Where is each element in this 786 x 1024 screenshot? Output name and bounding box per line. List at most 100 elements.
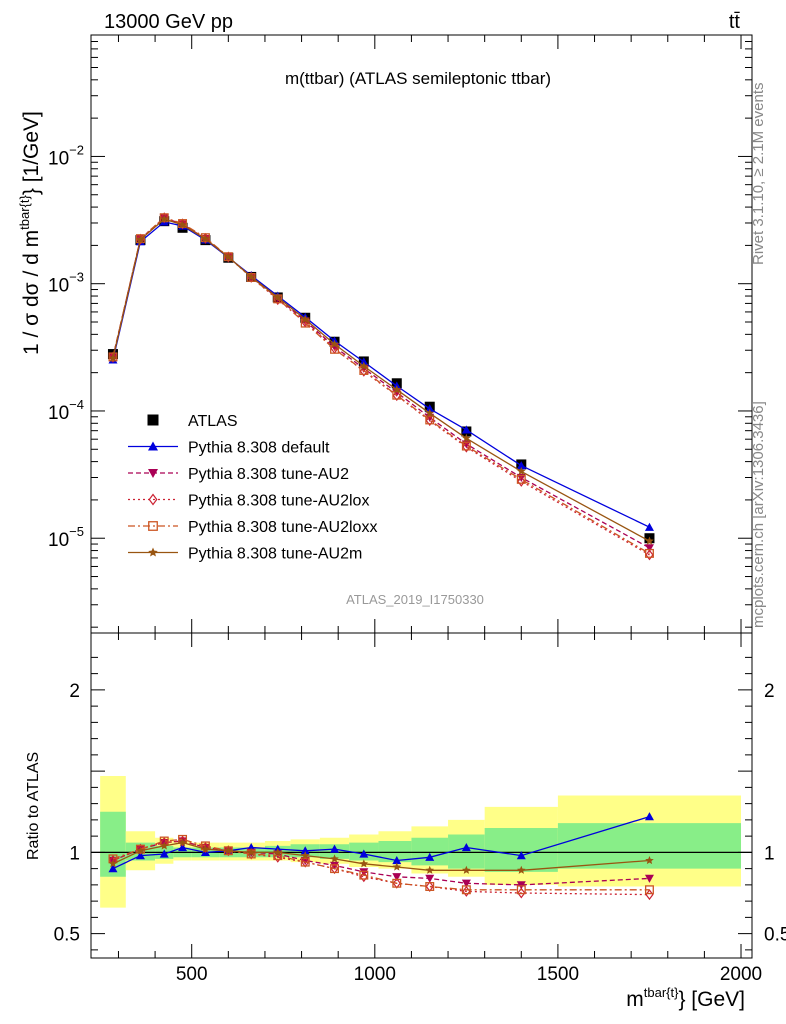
series-point: [644, 548, 654, 558]
series-point: [136, 235, 145, 244]
ratio-band-inner: [378, 841, 412, 863]
main-ylabel-main: 1 / σ dσ / d m: [20, 230, 43, 355]
y-tick-label: 10−5: [48, 524, 84, 551]
series-point: [359, 365, 368, 377]
series-point: [425, 415, 435, 425]
series-line: [112, 216, 650, 556]
series-point: [392, 385, 402, 394]
y-tick-label: 10−4: [48, 397, 84, 424]
series-point: [135, 234, 145, 244]
ratio-point: [392, 873, 402, 882]
ratio-series-4: [108, 838, 654, 874]
ratio-point: [301, 856, 310, 868]
series-point: [359, 361, 369, 370]
series-point: [300, 314, 310, 323]
ratio-point: [108, 859, 118, 868]
y-tick-exp: −3: [69, 270, 84, 285]
ratio-point: [246, 847, 256, 857]
series-point: [645, 549, 654, 561]
ratio-point: [644, 812, 654, 821]
ratio-point: [330, 854, 339, 863]
ratio-point: [273, 847, 283, 857]
ratio-point: [159, 849, 169, 858]
ratio-point: [201, 842, 210, 853]
series-point: [516, 461, 526, 470]
series-line: [112, 217, 650, 549]
ratio-point: [108, 864, 118, 873]
series-point: [644, 544, 654, 553]
series-point: [644, 522, 654, 531]
ratio-point: [392, 856, 402, 865]
ratio-point: [330, 864, 340, 874]
ratio-y-tick-label: 1: [69, 843, 80, 864]
ratio-point: [178, 838, 187, 847]
legend-label: Pythia 8.308 default: [188, 440, 330, 457]
x-tick-label: 1500: [537, 964, 579, 985]
legend-item: Pythia 8.308 tune-AU2m: [128, 546, 362, 563]
series-point: [330, 339, 339, 348]
ratio-point: [136, 843, 145, 855]
ratio-point: [425, 882, 435, 891]
x-axis-label-close: } [GeV]: [678, 988, 745, 1011]
y-tick-exp: −2: [69, 142, 84, 157]
mcplots-label: mcplots.cern.ch [arXiv:1306.3436]: [750, 401, 767, 628]
ratio-point: [330, 863, 339, 875]
ratio-frame: [90, 632, 753, 959]
ratio-line: [112, 815, 650, 870]
ratio-point: [392, 877, 401, 889]
series-point: [201, 234, 210, 243]
series-point: [108, 351, 118, 363]
series-point: [461, 425, 471, 434]
series-point: [246, 272, 256, 281]
y-tick-label: 10−3: [48, 270, 84, 297]
series-point: [425, 404, 435, 413]
main-frame: [90, 34, 753, 634]
legend-item: Pythia 8.308 tune-AU2loxx: [128, 519, 377, 536]
ratio-point: [425, 874, 435, 883]
y-tick-exp: −5: [69, 524, 84, 539]
ratio-point: [300, 851, 310, 860]
ratio-point: [359, 849, 369, 858]
series-point: [160, 212, 169, 224]
series-0: [108, 217, 654, 531]
ratio-point: [461, 879, 471, 888]
ratio-point: [330, 844, 340, 853]
ratio-point: [136, 846, 145, 855]
series-point: [517, 475, 526, 487]
ratio-y-tick-label-right: 0.5: [764, 925, 786, 946]
legend-item-data: ATLAS: [147, 413, 238, 430]
rivet-label: Rivet 3.1.10, ≥ 2.1M events: [750, 83, 767, 266]
series-point: [462, 433, 471, 442]
legend-label: Pythia 8.308 tune-AU2loxx: [188, 519, 377, 536]
ratio-point: [645, 889, 654, 901]
series-point: [178, 220, 187, 229]
y-tick-base: 10: [48, 403, 69, 424]
legend-item: Pythia 8.308 default: [128, 440, 330, 457]
series-line: [112, 221, 650, 528]
series-point: [224, 252, 233, 261]
series-point: [517, 466, 526, 476]
header-left: 13000 GeV pp: [104, 11, 233, 33]
series-point: [392, 390, 401, 402]
ratio-point: [516, 885, 526, 895]
x-axis-label-sup: tbar{t}: [644, 985, 679, 1000]
legend-item: Pythia 8.308 tune-AU2: [128, 466, 349, 483]
ratio-y-tick-label: 2: [69, 681, 80, 702]
ratio-point: [201, 844, 210, 853]
ratio-point: [300, 846, 310, 855]
ratio-point: [392, 878, 402, 888]
x-axis-label-main: m: [626, 988, 644, 1011]
series-line: [112, 216, 650, 554]
series-point: [461, 441, 471, 451]
legend-marker: [148, 547, 158, 557]
legend-marker: [148, 493, 158, 506]
x-axis-label: mtbar{t}} [GeV]: [626, 985, 745, 1011]
series-point: [108, 353, 118, 362]
y-tick-base: 10: [48, 276, 69, 297]
x-tick-label: 1000: [354, 964, 396, 985]
header-right: tt̄: [729, 11, 741, 33]
y-tick-base: 10: [48, 148, 69, 169]
ratio-point: [425, 881, 434, 892]
series-point: [462, 441, 471, 453]
